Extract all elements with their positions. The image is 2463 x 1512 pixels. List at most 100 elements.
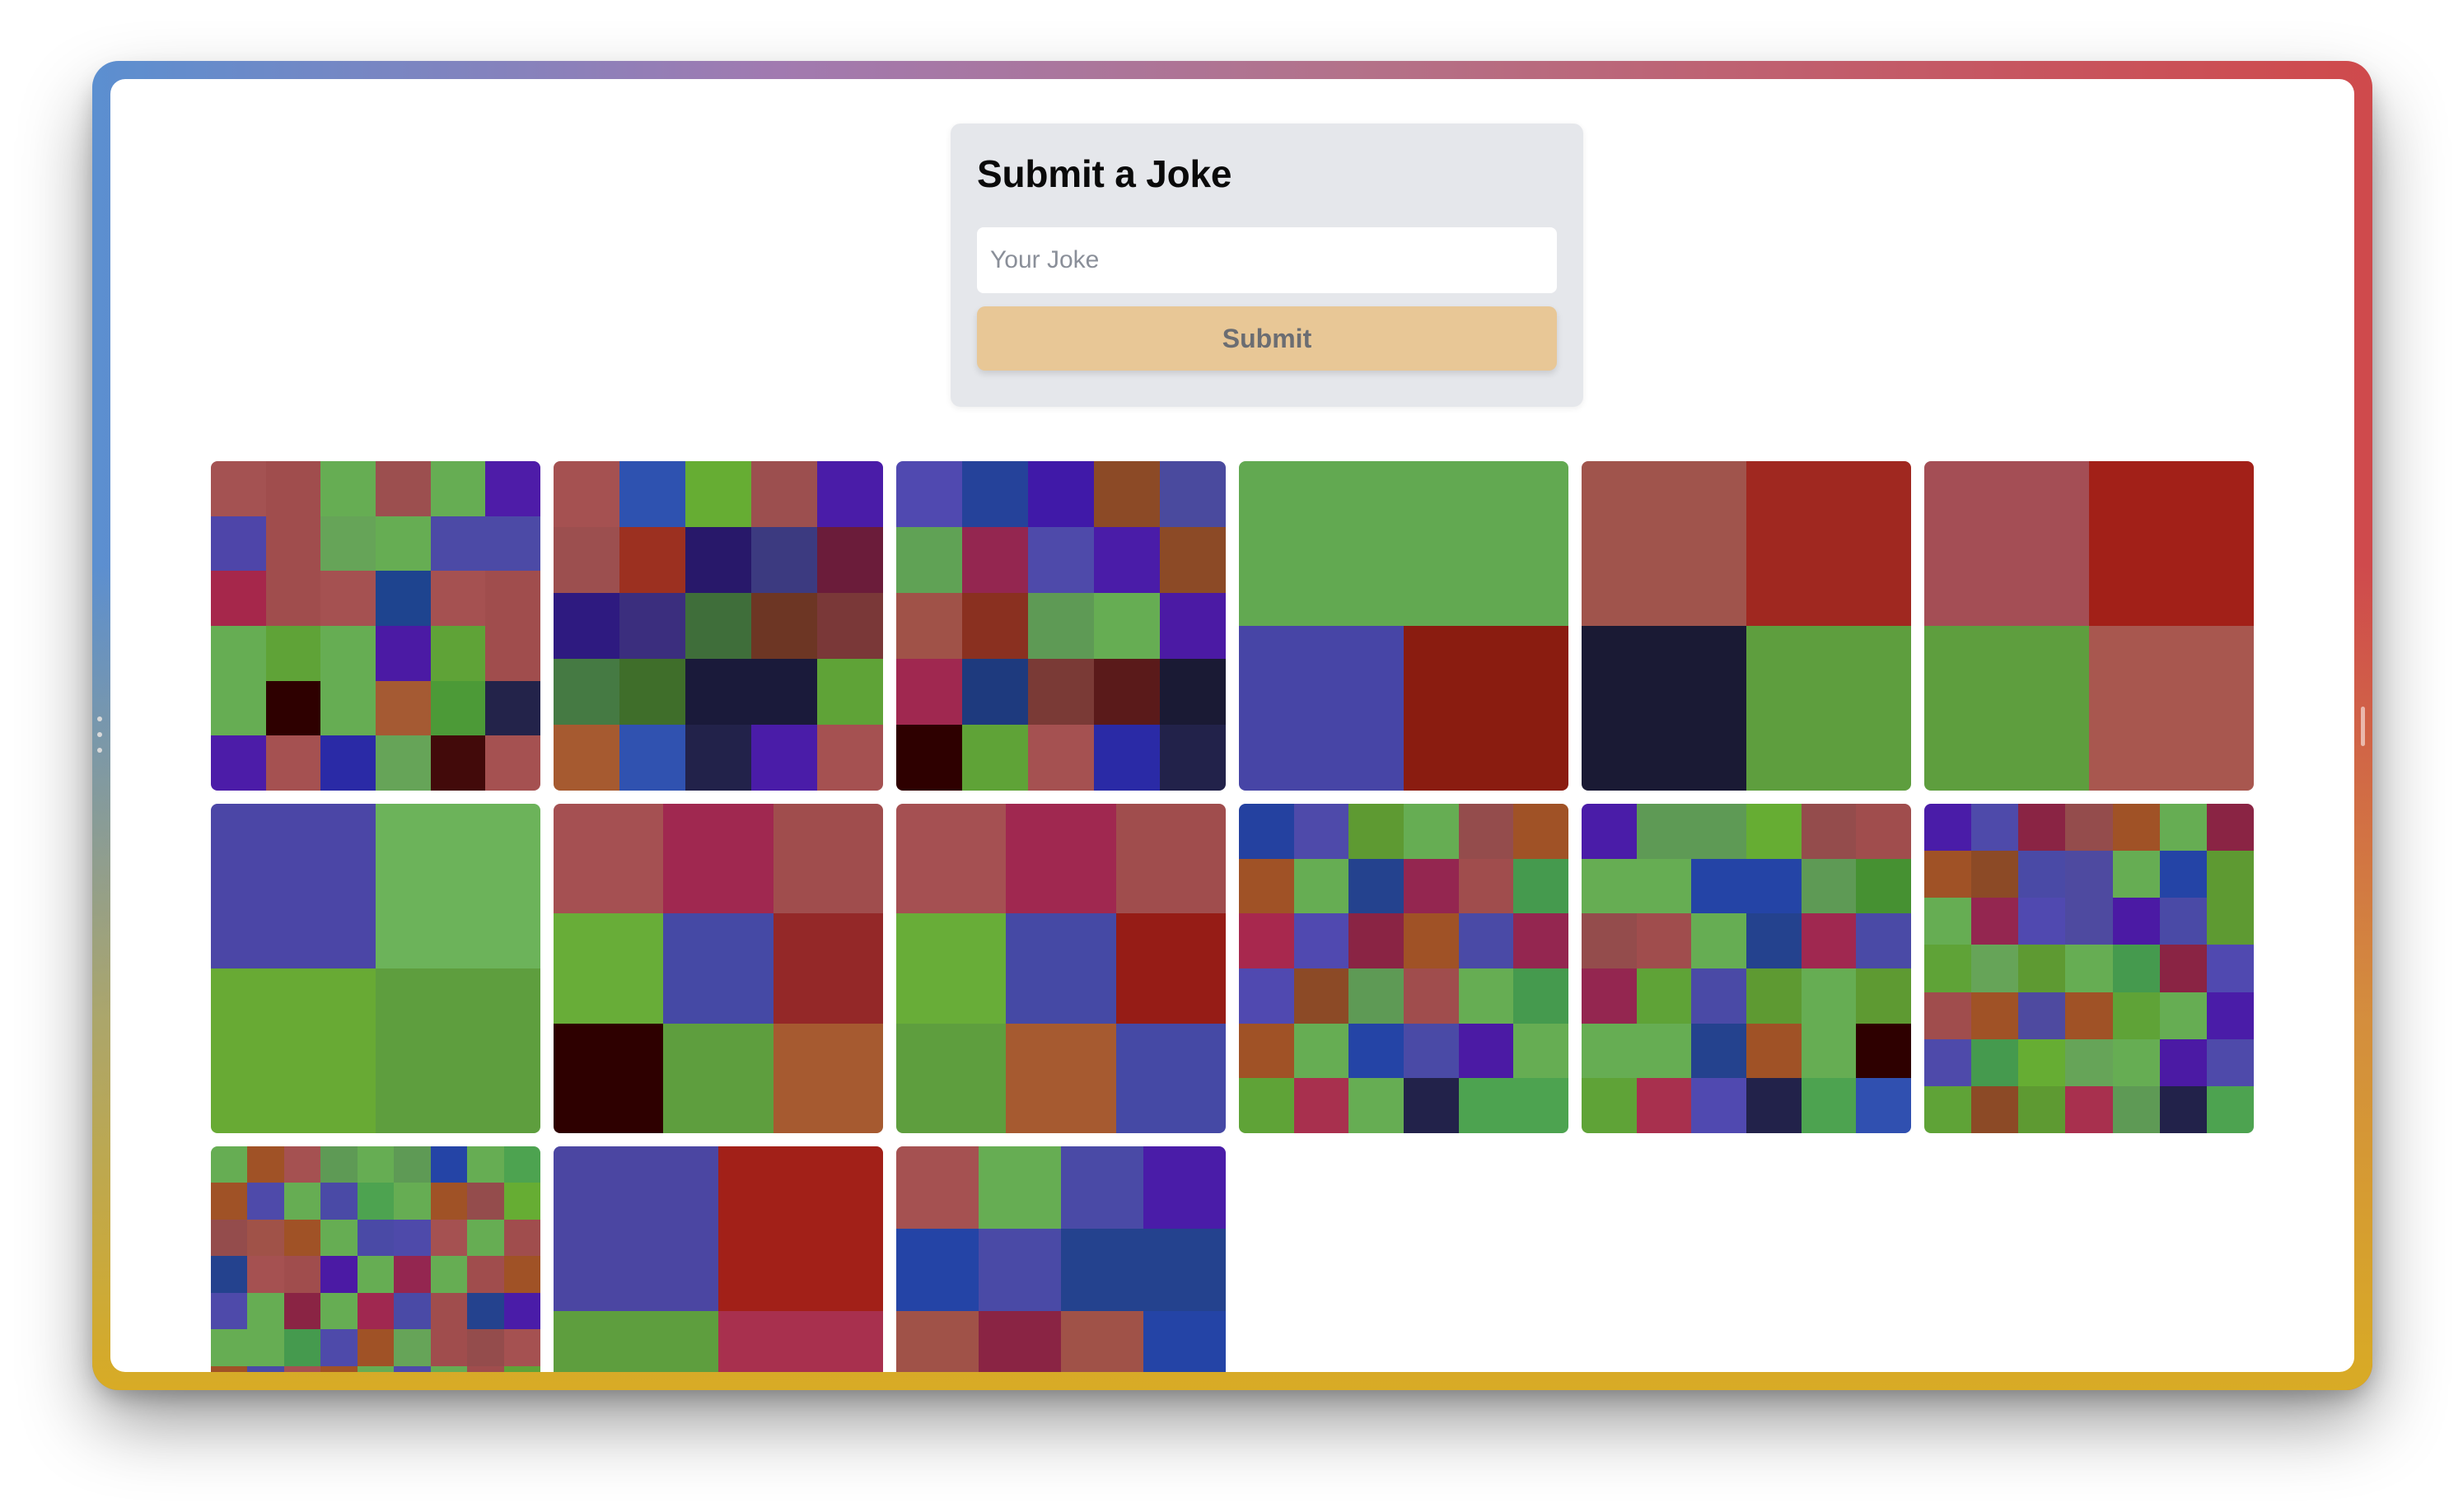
mosaic-cell (503, 1329, 540, 1366)
mosaic-cell (1094, 725, 1160, 791)
resize-handle-left[interactable] (97, 716, 102, 753)
mosaic-cell (1348, 968, 1404, 1024)
mosaic-cell (817, 527, 883, 593)
mosaic-cell (962, 659, 1028, 725)
joke-input[interactable] (977, 227, 1557, 293)
mosaic-cell (2065, 898, 2113, 945)
mosaic-cell (1513, 1078, 1568, 1133)
mosaic-cell (503, 1183, 540, 1220)
mosaic-image-tile[interactable] (554, 804, 883, 1133)
mosaic-cell (1513, 968, 1568, 1024)
mosaic-cell (554, 461, 619, 527)
mosaic-cell (1582, 461, 1746, 626)
mosaic-cell (2018, 804, 2066, 852)
mosaic-cell (2065, 851, 2113, 898)
mosaic-cell (554, 913, 664, 1024)
mosaic-cell (485, 461, 540, 516)
mosaic-cell (554, 1146, 718, 1311)
mosaic-cell (2089, 626, 2254, 791)
mosaic-cell (1458, 968, 1514, 1024)
mosaic-image-tile[interactable] (1582, 461, 1911, 791)
submit-button[interactable]: Submit (977, 306, 1557, 371)
mosaic-cell (375, 680, 431, 736)
mosaic-image-tile[interactable] (896, 1146, 1226, 1372)
mosaic-image-tile[interactable] (211, 804, 540, 1133)
mosaic-cell (357, 1146, 395, 1183)
mosaic-cell (1293, 968, 1349, 1024)
mosaic-cell (430, 571, 486, 626)
mosaic-cell (1691, 1078, 1746, 1133)
mosaic-cell (1403, 858, 1459, 914)
mosaic-cell (320, 1183, 358, 1220)
mosaic-image-tile[interactable] (1239, 461, 1568, 791)
mosaic-image-tile[interactable] (1924, 804, 2254, 1133)
mosaic-image-tile[interactable] (554, 461, 883, 791)
mosaic-cell (467, 1183, 504, 1220)
mosaic-image-tile[interactable] (896, 461, 1226, 791)
mosaic-cell (1348, 858, 1404, 914)
mosaic-cell (485, 735, 540, 791)
mosaic-cell (962, 527, 1028, 593)
mosaic-cell (1801, 1023, 1857, 1079)
mosaic-cell (1094, 461, 1160, 527)
mosaic-cell (979, 1146, 1061, 1229)
mosaic-cell (2112, 851, 2160, 898)
mosaic-cell (211, 1365, 248, 1372)
mosaic-image-tile[interactable] (1924, 461, 2254, 791)
mosaic-cell (503, 1256, 540, 1293)
mosaic-cell (554, 593, 619, 659)
mosaic-cell (1924, 804, 1972, 852)
mosaic-cell (265, 680, 321, 736)
mosaic-cell (211, 680, 266, 736)
mosaic-cell (320, 1219, 358, 1257)
mosaic-cell (211, 1183, 248, 1220)
mosaic-cell (1239, 1023, 1294, 1079)
mosaic-cell (1061, 1229, 1143, 1311)
mosaic-cell (1115, 804, 1226, 914)
mosaic-cell (283, 1329, 321, 1366)
mosaic-cell (357, 1219, 395, 1257)
mosaic-cell (1582, 804, 1637, 859)
mosaic-cell (394, 1292, 431, 1330)
mosaic-cell (1691, 1023, 1746, 1079)
mosaic-cell (751, 461, 817, 527)
mosaic-cell (962, 593, 1028, 659)
mosaic-cell (467, 1146, 504, 1183)
mosaic-cell (265, 625, 321, 681)
mosaic-cell (394, 1183, 431, 1220)
mosaic-cell (1115, 1023, 1226, 1133)
mosaic-cell (1513, 913, 1568, 968)
mosaic-cell (817, 593, 883, 659)
mosaic-cell (320, 1256, 358, 1293)
mosaic-cell (320, 625, 376, 681)
mosaic-image-tile[interactable] (554, 1146, 883, 1372)
mosaic-image-tile[interactable] (211, 461, 540, 791)
mosaic-cell (1293, 1023, 1349, 1079)
mosaic-cell (2065, 1085, 2113, 1133)
mosaic-cell (485, 625, 540, 681)
mosaic-cell (751, 593, 817, 659)
mosaic-cell (1160, 725, 1226, 791)
mosaic-cell (1971, 992, 2019, 1039)
mosaic-cell (320, 1292, 358, 1330)
mosaic-cell (211, 1256, 248, 1293)
mosaic-cell (1094, 527, 1160, 593)
mosaic-cell (979, 1311, 1061, 1372)
mosaic-cell (2159, 898, 2207, 945)
mosaic-cell (1801, 968, 1857, 1024)
mosaic-image-tile[interactable] (896, 804, 1226, 1133)
mosaic-image-tile[interactable] (1582, 804, 1911, 1133)
mosaic-cell (1061, 1146, 1143, 1229)
mosaic-image-tile[interactable] (211, 1146, 540, 1372)
mosaic-image-tile[interactable] (1239, 804, 1568, 1133)
mosaic-cell (485, 516, 540, 572)
mosaic-cell (2112, 898, 2160, 945)
mosaic-cell (247, 1329, 284, 1366)
mosaic-cell (1636, 804, 1692, 859)
mosaic-cell (394, 1329, 431, 1366)
mosaic-cell (283, 1183, 321, 1220)
mosaic-cell (1115, 913, 1226, 1024)
mosaic-cell (2206, 898, 2254, 945)
resize-handle-right[interactable] (2361, 707, 2365, 746)
mosaic-cell (1971, 804, 2019, 852)
